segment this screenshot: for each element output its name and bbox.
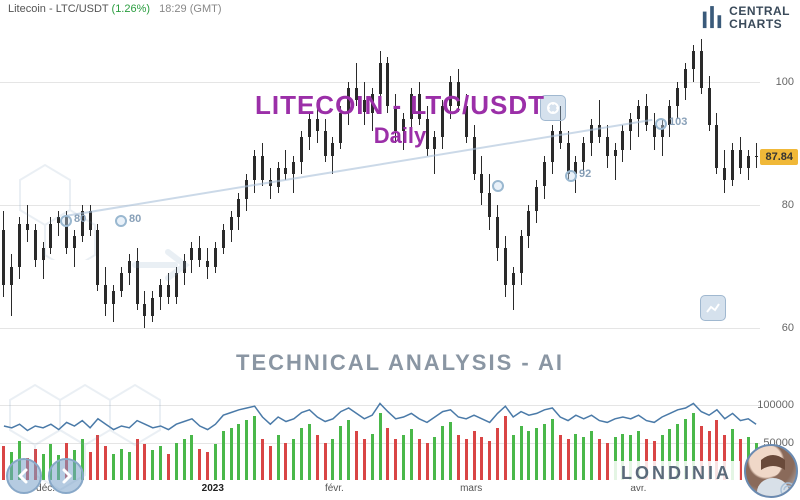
trend-label: 80	[129, 213, 141, 225]
avatar-icon[interactable]	[744, 444, 798, 498]
tech-analysis-label: TECHNICAL ANALYSIS - AI	[236, 350, 564, 376]
x-tick: mars	[460, 483, 482, 494]
instrument-name: Litecoin - LTC/USDT	[8, 3, 108, 15]
trend-label: 80	[74, 213, 86, 225]
chart-title: LITECOIN - LTC/USDT	[255, 90, 545, 121]
change-pct: (1.26%)	[112, 3, 151, 15]
price-y-axis: 6080100	[760, 20, 800, 390]
trend-point	[115, 215, 127, 227]
trend-label: 92	[579, 168, 591, 180]
trend-point	[492, 180, 504, 192]
nav-buttons	[6, 458, 84, 494]
hex-watermark-2	[0, 140, 120, 260]
indicator-icon-2[interactable]	[700, 295, 726, 321]
chart-header: Litecoin - LTC/USDT (1.26%) 18:29 (GMT)	[8, 3, 221, 15]
current-price-badge: 87.84	[760, 149, 798, 165]
nav-prev-button[interactable]	[6, 458, 42, 494]
trend-point	[655, 118, 667, 130]
chart-title-overlay: LITECOIN - LTC/USDT Daily	[255, 90, 545, 149]
x-tick: févr.	[325, 483, 344, 494]
nav-next-button[interactable]	[48, 458, 84, 494]
trend-label: 103	[669, 116, 687, 128]
timestamp: 18:29 (GMT)	[159, 3, 221, 15]
trend-point	[565, 170, 577, 182]
chart-timeframe: Daily	[255, 123, 545, 149]
centralcharts-logo: CENTRALCHARTS	[701, 4, 790, 32]
arrow-watermark	[130, 240, 200, 290]
londinia-brand: LONDINIA	[613, 461, 740, 486]
x-tick: 2023	[202, 483, 224, 494]
trend-point	[60, 215, 72, 227]
